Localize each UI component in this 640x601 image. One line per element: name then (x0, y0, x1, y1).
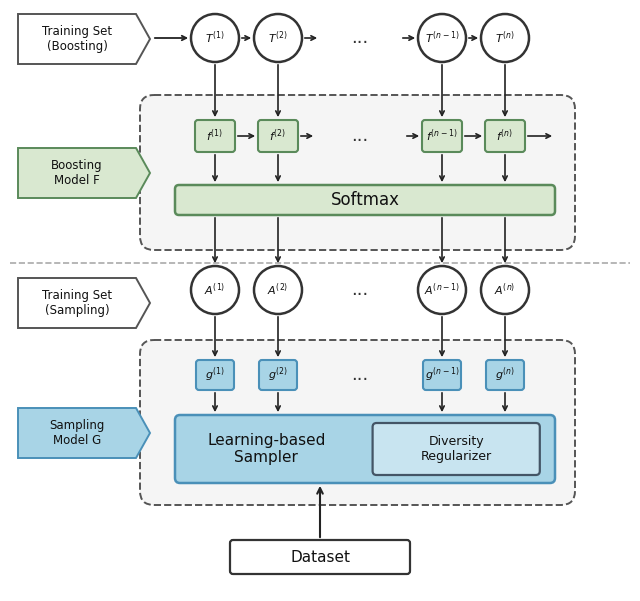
Text: $A^{(n)}$: $A^{(n)}$ (494, 282, 516, 298)
Text: ...: ... (351, 281, 369, 299)
Text: $f^{(n-1)}$: $f^{(n-1)}$ (426, 127, 458, 144)
Circle shape (191, 14, 239, 62)
Circle shape (418, 14, 466, 62)
FancyBboxPatch shape (485, 120, 525, 152)
FancyBboxPatch shape (258, 120, 298, 152)
FancyBboxPatch shape (196, 360, 234, 390)
FancyBboxPatch shape (230, 540, 410, 574)
Text: $A^{(1)}$: $A^{(1)}$ (204, 282, 226, 298)
Text: ...: ... (351, 366, 369, 384)
Circle shape (481, 14, 529, 62)
Text: Softmax: Softmax (330, 191, 399, 209)
FancyBboxPatch shape (486, 360, 524, 390)
Text: $g^{(n)}$: $g^{(n)}$ (495, 365, 515, 384)
Circle shape (481, 266, 529, 314)
Text: $T^{(2)}$: $T^{(2)}$ (268, 29, 288, 46)
Text: $g^{(2)}$: $g^{(2)}$ (268, 365, 288, 384)
Polygon shape (18, 148, 150, 198)
FancyBboxPatch shape (423, 360, 461, 390)
Polygon shape (18, 14, 150, 64)
FancyBboxPatch shape (372, 423, 540, 475)
Text: $T^{(n-1)}$: $T^{(n-1)}$ (425, 29, 460, 46)
Text: $T^{(1)}$: $T^{(1)}$ (205, 29, 225, 46)
Text: $T^{(n)}$: $T^{(n)}$ (495, 29, 515, 46)
Circle shape (418, 266, 466, 314)
Text: $f^{(n)}$: $f^{(n)}$ (497, 127, 513, 144)
Text: Sampling
Model G: Sampling Model G (49, 419, 105, 447)
Text: Diversity
Regularizer: Diversity Regularizer (420, 435, 492, 463)
Text: Dataset: Dataset (290, 549, 350, 564)
Text: $A^{(n-1)}$: $A^{(n-1)}$ (424, 282, 460, 298)
Text: Training Set
(Sampling): Training Set (Sampling) (42, 289, 112, 317)
Circle shape (254, 266, 302, 314)
Polygon shape (18, 278, 150, 328)
Text: ...: ... (351, 29, 369, 47)
FancyBboxPatch shape (195, 120, 235, 152)
Circle shape (191, 266, 239, 314)
Text: ...: ... (351, 127, 369, 145)
Text: $f^{(1)}$: $f^{(1)}$ (207, 127, 223, 144)
Circle shape (254, 14, 302, 62)
Polygon shape (18, 408, 150, 458)
Text: $A^{(2)}$: $A^{(2)}$ (268, 282, 289, 298)
Text: Training Set
(Boosting): Training Set (Boosting) (42, 25, 112, 53)
Text: Learning-based
Sampler: Learning-based Sampler (207, 433, 325, 465)
FancyBboxPatch shape (422, 120, 462, 152)
FancyBboxPatch shape (140, 95, 575, 250)
Text: Boosting
Model F: Boosting Model F (51, 159, 103, 187)
FancyBboxPatch shape (259, 360, 297, 390)
Text: $f^{(2)}$: $f^{(2)}$ (269, 127, 287, 144)
Text: $g^{(n-1)}$: $g^{(n-1)}$ (425, 365, 459, 384)
FancyBboxPatch shape (140, 340, 575, 505)
Text: $g^{(1)}$: $g^{(1)}$ (205, 365, 225, 384)
FancyBboxPatch shape (175, 185, 555, 215)
FancyBboxPatch shape (175, 415, 555, 483)
